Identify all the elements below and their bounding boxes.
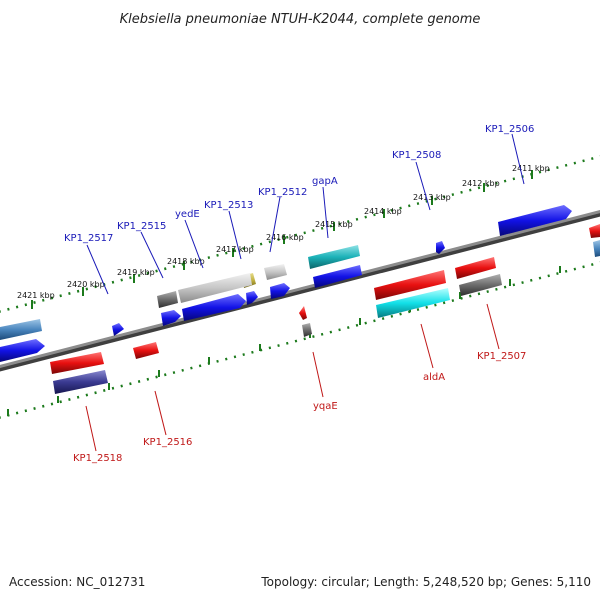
genome-backbone [0, 210, 600, 368]
gene-label-KP1_2518[interactable]: KP1_2518 [73, 453, 122, 464]
genome-summary-text: Topology: circular; Length: 5,248,520 bp… [260, 575, 591, 589]
bottom-gene-labels: KP1_2507 aldA yqaE KP1_2516 KP1_2518 [73, 351, 526, 464]
leader-line [312, 351, 324, 398]
gene-arrow-KP1_2512[interactable] [264, 264, 287, 280]
gene-arrow-KP1_2507[interactable] [459, 274, 502, 296]
gene-arrow-KP1_2512-lower[interactable] [270, 283, 290, 299]
scale-label: 2413 kbp [413, 193, 451, 202]
leader-line [85, 405, 97, 452]
gene-arrow-right-edge[interactable] [593, 240, 600, 257]
scale-label: 2416 kbp [266, 233, 304, 242]
gene-arrow-right-red[interactable] [589, 224, 600, 238]
gene-arrow-KP1_2518[interactable] [53, 370, 108, 394]
leader-line [415, 161, 431, 211]
lower-scale-track [0, 261, 600, 419]
forward-genes [0, 205, 600, 362]
leader-line [486, 303, 500, 350]
gene-label-KP1_2507[interactable]: KP1_2507 [477, 351, 526, 362]
leader-line [269, 196, 281, 253]
leader-line [86, 244, 109, 295]
gene-arrow-KP1_2516[interactable] [133, 342, 159, 359]
scale-label: 2417 kbp [216, 245, 254, 254]
leader-line [140, 231, 164, 279]
gene-arrow-left-steel[interactable] [0, 319, 42, 340]
leader-line [154, 390, 167, 436]
gene-arrow-yqaE[interactable] [302, 323, 312, 337]
scale-label: 2419 kbp [117, 268, 155, 277]
gene-arrow-KP1_2518-red[interactable] [50, 352, 104, 374]
scale-track [0, 155, 600, 313]
top-gene-labels: KP1_2506 KP1_2508 gapA KP1_2512 KP1_2513… [64, 124, 534, 244]
gene-arrow-KP1_2517[interactable] [161, 310, 181, 326]
scale-label: 2411 kbp [512, 164, 550, 173]
bottom-leader-lines [85, 303, 500, 452]
gene-label-KP1_2517[interactable]: KP1_2517 [64, 233, 113, 244]
gene-arrow-KP1_2507-red[interactable] [455, 257, 496, 279]
gene-label-KP1_2516[interactable]: KP1_2516 [143, 437, 192, 448]
accession-text: Accession: NC_012731 [9, 575, 145, 589]
gene-label-KP1_2506[interactable]: KP1_2506 [485, 124, 534, 135]
gene-arrow-aldA[interactable] [376, 288, 450, 318]
gene-label-yedE[interactable]: yedE [175, 209, 200, 220]
leader-line [322, 186, 329, 239]
gene-arrow-gapA[interactable] [308, 245, 360, 269]
gene-arrow-KP1_2506[interactable] [498, 205, 572, 236]
gene-label-KP1_2508[interactable]: KP1_2508 [392, 150, 441, 161]
gene-label-gapA[interactable]: gapA [312, 176, 338, 187]
scale-label: 2414 kbp [364, 207, 402, 216]
gene-label-KP1_2513[interactable]: KP1_2513 [204, 200, 253, 211]
gene-arrow-gapA-lower[interactable] [313, 265, 362, 288]
top-leader-lines [86, 133, 525, 295]
map-title: Klebsiella pneumoniae NTUH-K2044, comple… [120, 12, 481, 27]
scale-label: 2421 kbp [17, 291, 55, 300]
scale-label: 2412 kbp [462, 179, 500, 188]
leader-line [228, 210, 242, 260]
gene-arrow-KP1_2515-grey[interactable] [157, 291, 178, 308]
gene-label-KP1_2512[interactable]: KP1_2512 [258, 187, 307, 198]
gene-label-aldA[interactable]: aldA [423, 372, 445, 383]
genome-backbone-shadow [0, 210, 600, 372]
gene-arrow-yedE-small[interactable] [246, 291, 258, 305]
gene-label-yqaE[interactable]: yqaE [313, 401, 338, 412]
gene-arrow-KP1_2515[interactable] [182, 294, 246, 321]
scale-label: 2418 kbp [167, 257, 205, 266]
gene-arrow-aldA-red[interactable] [374, 270, 446, 300]
gene-label-KP1_2515[interactable]: KP1_2515 [117, 221, 166, 232]
gene-arrow-small[interactable] [112, 323, 124, 336]
scale-labels: 2411 kbp 2412 kbp 2413 kbp 2414 kbp 2415… [17, 164, 550, 300]
gene-arrow-KP1_2508[interactable] [436, 241, 445, 254]
leader-line [511, 133, 525, 185]
scale-label: 2415 kbp [315, 220, 353, 229]
reverse-genes [50, 224, 600, 394]
leader-line [420, 323, 434, 369]
scale-label: 2420 kbp [67, 280, 105, 289]
leader-line [184, 219, 204, 269]
gene-arrow-yqaE-red[interactable] [299, 306, 307, 320]
gene-arrow-left-blue[interactable] [0, 339, 45, 362]
gene-arrow-yedE[interactable] [178, 273, 252, 303]
